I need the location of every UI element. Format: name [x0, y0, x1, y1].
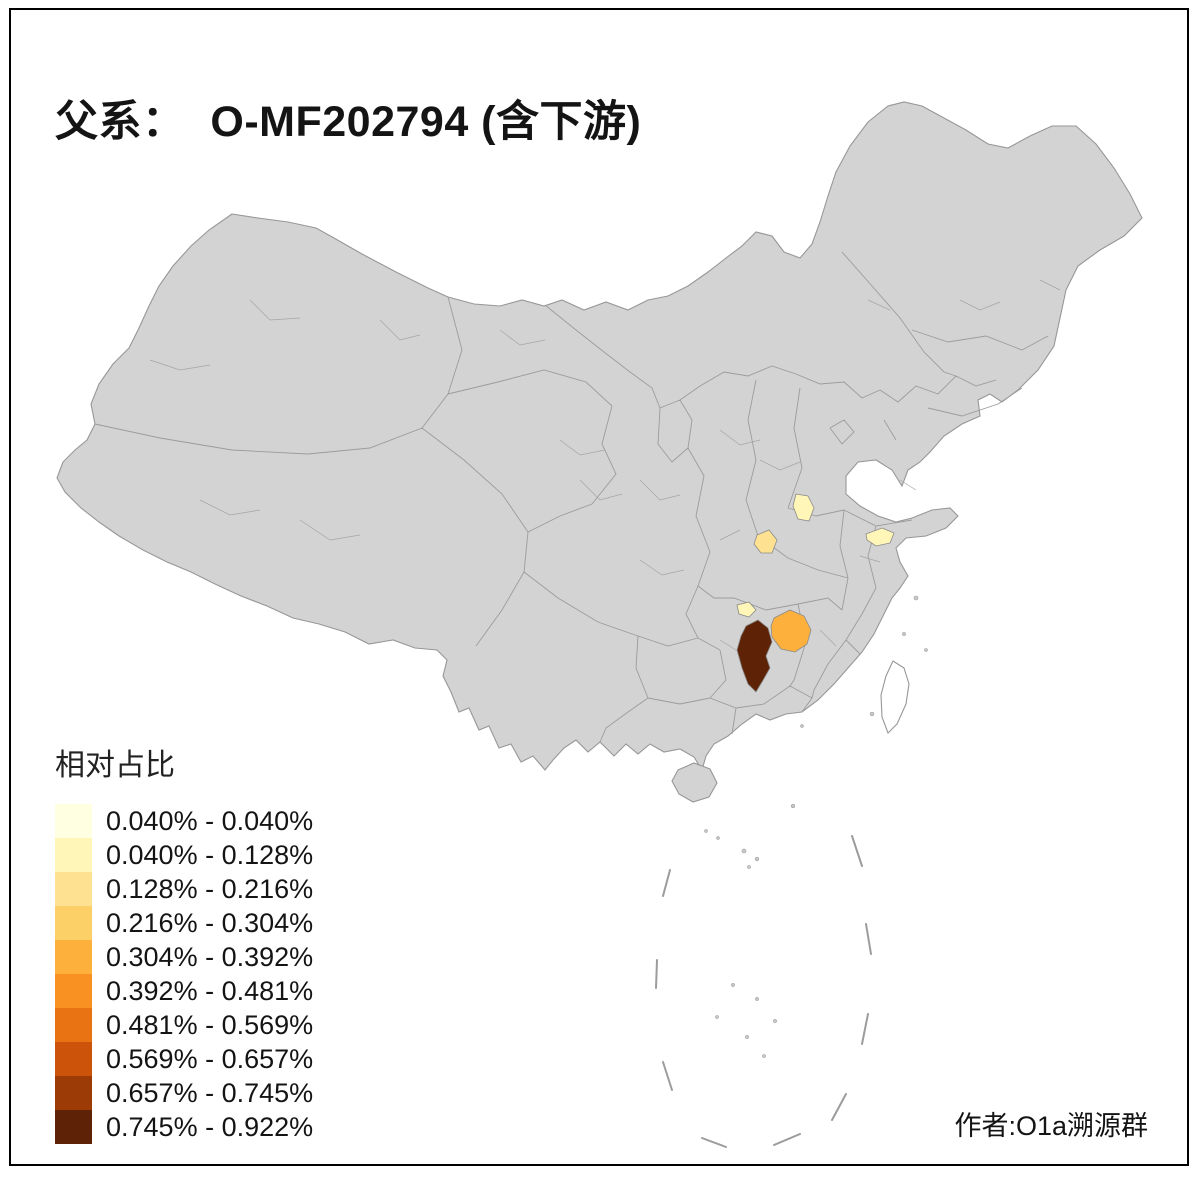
legend-row: 0.040% - 0.040%	[55, 804, 313, 838]
legend-row: 0.745% - 0.922%	[55, 1110, 313, 1144]
legend-swatch	[55, 1008, 92, 1042]
legend-swatch	[55, 872, 92, 906]
legend-label: 0.040% - 0.128%	[106, 839, 314, 870]
legend-row: 0.040% - 0.128%	[55, 838, 313, 872]
highlight-region-6	[865, 527, 895, 547]
legend-row: 0.392% - 0.481%	[55, 974, 313, 1008]
legend-swatch	[55, 940, 92, 974]
legend-swatch	[55, 804, 92, 838]
highlight-region-5	[792, 493, 815, 522]
legend-label: 0.392% - 0.481%	[106, 975, 314, 1006]
prefecture-borders	[149, 279, 1061, 651]
legend-label: 0.216% - 0.304%	[106, 907, 314, 938]
attribution: 作者:O1a溯源群	[954, 1111, 1148, 1141]
nine-dash-line	[655, 835, 872, 1148]
hainan-island	[671, 762, 718, 803]
mainland-region	[56, 101, 1143, 772]
legend-swatch	[55, 1110, 92, 1144]
highlight-region-4	[753, 529, 778, 554]
legend-row: 0.304% - 0.392%	[55, 940, 313, 974]
legend-swatch	[55, 906, 92, 940]
legend-label: 0.481% - 0.569%	[106, 1009, 314, 1040]
legend-title: 相对占比	[55, 749, 175, 782]
legend-label: 0.128% - 0.216%	[106, 873, 314, 904]
page-title: 父系： O-MF202794 (含下游)	[55, 97, 642, 146]
south-sea-islands	[704, 595, 928, 1058]
highlight-region-3	[736, 601, 757, 618]
legend-label: 0.745% - 0.922%	[106, 1111, 314, 1142]
legend-row: 0.216% - 0.304%	[55, 906, 313, 940]
legend-row: 0.128% - 0.216%	[55, 872, 313, 906]
legend-label: 0.569% - 0.657%	[106, 1043, 314, 1074]
legend-label: 0.040% - 0.040%	[106, 805, 314, 836]
taiwan-island	[880, 660, 910, 734]
legend-label: 0.657% - 0.745%	[106, 1077, 314, 1108]
legend-swatch	[55, 974, 92, 1008]
province-borders	[94, 251, 1049, 743]
legend-swatch	[55, 1076, 92, 1110]
legend-row: 0.481% - 0.569%	[55, 1008, 313, 1042]
legend-swatch	[55, 838, 92, 872]
legend-swatch	[55, 1042, 92, 1076]
highlight-region-2	[770, 609, 812, 653]
legend-row: 0.569% - 0.657%	[55, 1042, 313, 1076]
legend: 相对占比 0.040% - 0.040% 0.040% - 0.128% 0.1…	[55, 740, 313, 1144]
highlighted-regions	[736, 493, 895, 693]
legend-row: 0.657% - 0.745%	[55, 1076, 313, 1110]
legend-label: 0.304% - 0.392%	[106, 941, 314, 972]
highlight-region-1	[736, 619, 773, 693]
